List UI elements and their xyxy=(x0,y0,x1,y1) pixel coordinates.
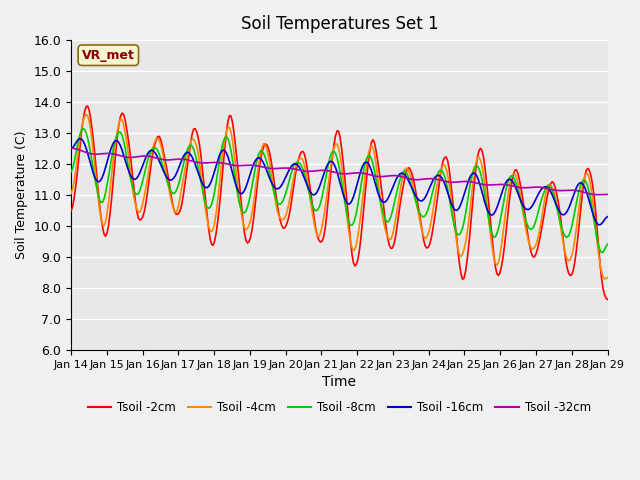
Tsoil -4cm xyxy=(303,177,311,183)
Line: Tsoil -4cm: Tsoil -4cm xyxy=(71,115,607,279)
Tsoil -2cm xyxy=(228,120,236,125)
Tsoil -8cm xyxy=(303,182,311,188)
Tsoil -16cm xyxy=(246,170,254,176)
Tsoil -32cm xyxy=(574,188,582,193)
Tsoil -32cm xyxy=(67,145,75,151)
Tsoil -4cm xyxy=(575,203,583,209)
Tsoil -4cm xyxy=(83,112,90,118)
Tsoil -4cm xyxy=(134,209,142,215)
Tsoil -8cm xyxy=(255,150,263,156)
Tsoil -8cm xyxy=(79,126,87,132)
Tsoil -16cm xyxy=(228,170,236,176)
Tsoil -16cm xyxy=(255,155,263,161)
Tsoil -8cm xyxy=(598,250,605,255)
Tsoil -2cm xyxy=(575,222,583,228)
Line: Tsoil -16cm: Tsoil -16cm xyxy=(71,139,607,225)
Title: Soil Temperatures Set 1: Soil Temperatures Set 1 xyxy=(241,15,438,33)
Tsoil -16cm xyxy=(604,214,611,220)
Tsoil -16cm xyxy=(575,180,583,186)
Tsoil -16cm xyxy=(76,136,84,142)
Line: Tsoil -2cm: Tsoil -2cm xyxy=(71,106,607,300)
Tsoil -32cm xyxy=(133,154,141,160)
Tsoil -16cm xyxy=(303,182,311,188)
Tsoil -2cm xyxy=(134,215,142,221)
Tsoil -2cm xyxy=(303,165,311,171)
Tsoil -8cm xyxy=(246,192,254,197)
Tsoil -4cm xyxy=(228,138,236,144)
Tsoil -4cm xyxy=(604,275,611,280)
Tsoil -8cm xyxy=(134,191,142,196)
Text: VR_met: VR_met xyxy=(82,48,135,62)
Tsoil -32cm xyxy=(302,168,310,174)
Tsoil -4cm xyxy=(67,190,75,196)
Tsoil -2cm xyxy=(246,235,254,240)
Tsoil -16cm xyxy=(596,222,604,228)
Tsoil -32cm xyxy=(245,162,253,168)
Tsoil -8cm xyxy=(575,188,583,193)
Legend: Tsoil -2cm, Tsoil -4cm, Tsoil -8cm, Tsoil -16cm, Tsoil -32cm: Tsoil -2cm, Tsoil -4cm, Tsoil -8cm, Tsoi… xyxy=(83,396,596,419)
Tsoil -2cm xyxy=(255,165,263,170)
Tsoil -8cm xyxy=(228,157,236,163)
Tsoil -16cm xyxy=(134,173,142,179)
Tsoil -2cm xyxy=(604,297,611,302)
Tsoil -2cm xyxy=(67,208,75,214)
Tsoil -2cm xyxy=(84,103,92,109)
Tsoil -32cm xyxy=(595,192,602,198)
Tsoil -4cm xyxy=(246,218,254,224)
Tsoil -4cm xyxy=(601,276,609,282)
X-axis label: Time: Time xyxy=(323,375,356,389)
Y-axis label: Soil Temperature (C): Soil Temperature (C) xyxy=(15,131,28,259)
Line: Tsoil -8cm: Tsoil -8cm xyxy=(71,129,607,252)
Tsoil -32cm xyxy=(604,192,611,197)
Tsoil -8cm xyxy=(67,169,75,175)
Tsoil -32cm xyxy=(254,163,262,169)
Tsoil -16cm xyxy=(67,146,75,152)
Tsoil -4cm xyxy=(255,158,263,164)
Tsoil -32cm xyxy=(227,162,235,168)
Line: Tsoil -32cm: Tsoil -32cm xyxy=(71,148,607,195)
Tsoil -8cm xyxy=(604,241,611,247)
